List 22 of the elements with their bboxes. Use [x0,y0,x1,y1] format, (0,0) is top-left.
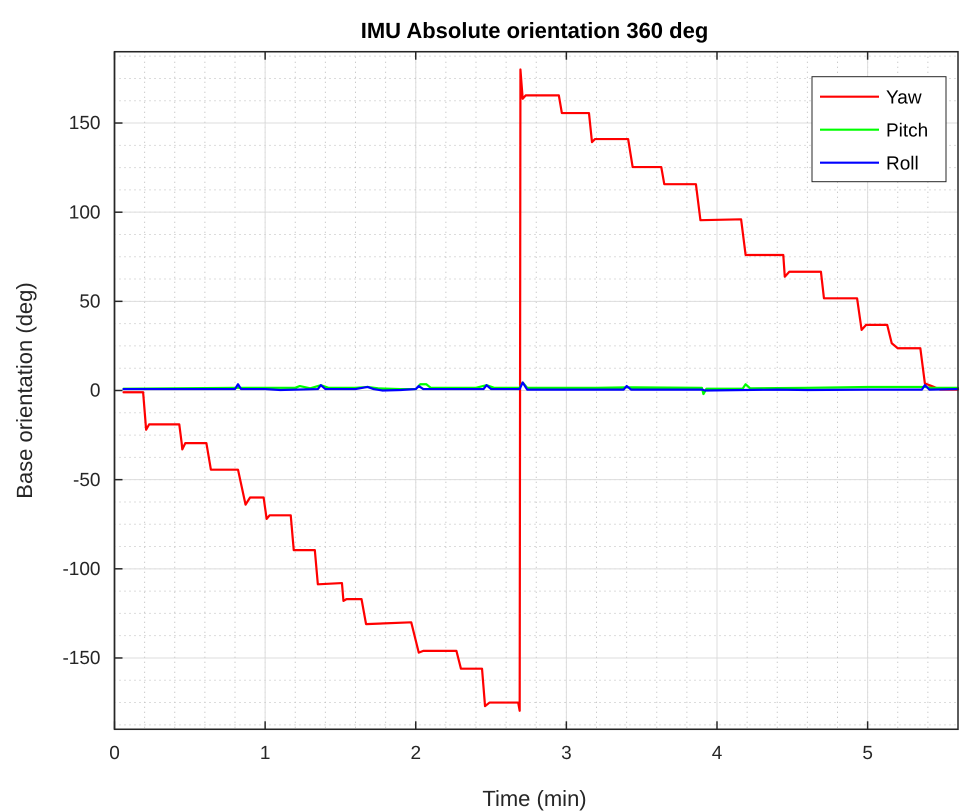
legend-label: Pitch [886,120,928,142]
x-tick-label: 1 [260,742,270,764]
y-tick-label: 100 [68,202,100,224]
line-series [122,381,960,396]
y-tick-label: 50 [79,291,100,312]
x-axis-title: Time (min) [482,786,587,811]
x-tick-label: 0 [109,742,120,764]
y-tick-label: -100 [62,558,100,580]
y-axis-title: Base orientation (deg) [12,282,37,499]
chart-title: IMU Absolute orientation 360 deg [360,18,708,43]
y-tick-label: -150 [62,648,100,670]
legend-label: Yaw [886,88,922,109]
line-series [122,68,960,712]
line-series [122,381,960,392]
y-tick-label: -50 [73,470,100,491]
y-tick-label: 150 [68,113,100,134]
y-tick-label: 0 [90,380,100,402]
x-tick-label: 3 [561,742,572,764]
x-tick-label: 4 [712,742,723,764]
x-tick-label: 2 [410,742,422,764]
legend-label: Roll [886,154,919,175]
x-tick-label: 5 [862,742,873,764]
